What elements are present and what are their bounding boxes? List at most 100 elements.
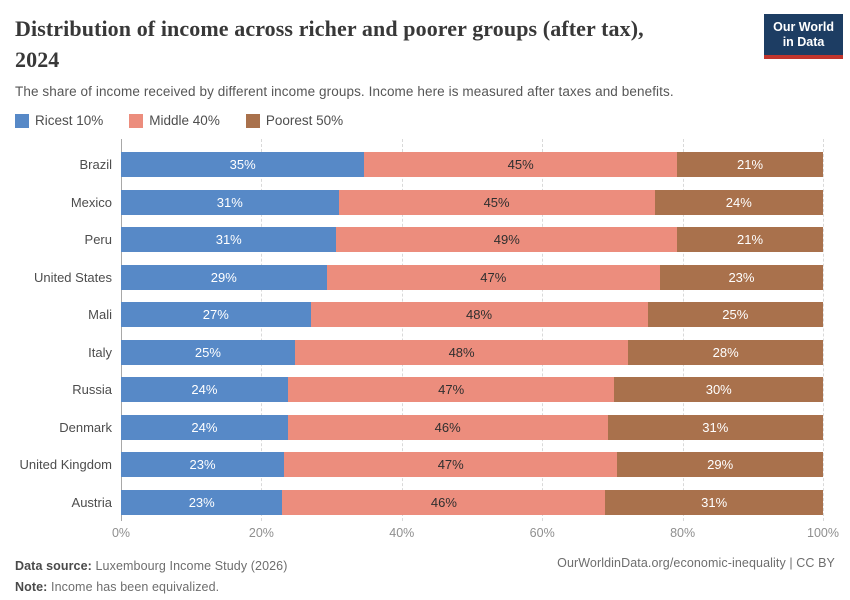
- owid-logo-line-2: in Data: [782, 35, 825, 49]
- bar-segment[interactable]: 35%: [121, 152, 365, 178]
- chart-row: Denmark 24% 46% 31%: [15, 409, 835, 447]
- country-label: United Kingdom: [19, 457, 113, 473]
- data-source-text: Luxembourg Income Study (2026): [95, 559, 288, 573]
- bar-segment[interactable]: 21%: [677, 227, 823, 253]
- x-axis-tick-label: 40%: [389, 526, 415, 540]
- bar-segment[interactable]: 31%: [607, 414, 823, 440]
- bar-segment[interactable]: 23%: [121, 489, 283, 515]
- x-axis-tick-label: 0%: [111, 526, 131, 540]
- gridline: [823, 139, 824, 521]
- bar-segment[interactable]: 47%: [284, 452, 618, 478]
- country-label: United States: [33, 269, 112, 285]
- country-label: Mali: [88, 307, 112, 323]
- bar-segment[interactable]: 46%: [287, 414, 608, 440]
- bar-segment[interactable]: 29%: [617, 452, 823, 478]
- title-block: Distribution of income across richer and…: [15, 13, 674, 99]
- note-label: Note:: [15, 580, 48, 594]
- legend-label: Ricest 10%: [35, 113, 104, 128]
- country-label: Austria: [71, 494, 112, 510]
- bar-segment[interactable]: 21%: [677, 152, 823, 178]
- bar-segment[interactable]: 48%: [310, 302, 648, 328]
- axis-zero-line: [121, 139, 122, 521]
- chart-title-line-1: Distribution of income across richer and…: [15, 16, 644, 41]
- data-source-line: Data source: Luxembourg Income Study (20…: [15, 556, 288, 577]
- bar-segment[interactable]: 23%: [659, 264, 823, 290]
- legend-label: Middle 40%: [149, 113, 220, 128]
- bar-segment[interactable]: 24%: [121, 414, 288, 440]
- bar-segment[interactable]: 31%: [605, 489, 823, 515]
- gridline: [261, 139, 263, 521]
- gridline: [401, 139, 403, 521]
- bar-segment[interactable]: 31%: [121, 227, 337, 253]
- chart-row: Brazil 35% 45% 21%: [15, 146, 835, 184]
- chart-header: Distribution of income across richer and…: [15, 13, 843, 99]
- bar-segment[interactable]: 27%: [121, 302, 311, 328]
- legend-item-2[interactable]: Middle 40%: [129, 113, 220, 128]
- country-label: Peru: [84, 232, 112, 248]
- legend-label: Poorest 50%: [265, 113, 344, 128]
- x-axis: 0% 20% 40% 60% 80% 100%: [112, 521, 839, 543]
- legend-swatch-icon: [245, 113, 260, 128]
- chart-footer: Data source: Luxembourg Income Study (20…: [15, 556, 835, 598]
- country-label: Mexico: [70, 194, 112, 210]
- bar-segment[interactable]: 46%: [282, 489, 606, 515]
- chart-row: Mali 27% 48% 25%: [15, 296, 835, 334]
- country-label: Brazil: [79, 157, 112, 173]
- country-label: Italy: [88, 344, 112, 360]
- chart-row: Austria 23% 46% 31%: [15, 484, 835, 522]
- x-axis-tick-label: 60%: [529, 526, 555, 540]
- bar-segment[interactable]: 24%: [654, 189, 824, 215]
- chart-row: Russia 24% 47% 30%: [15, 371, 835, 409]
- x-axis-tick-label: 20%: [248, 526, 274, 540]
- chart-row: United Kingdom 23% 47% 29%: [15, 446, 835, 484]
- chart-row: Italy 25% 48% 28%: [15, 334, 835, 372]
- bar-segment[interactable]: 30%: [614, 377, 823, 403]
- chart-row: United States 29% 47% 23%: [15, 259, 835, 297]
- bar-segment[interactable]: 47%: [287, 377, 615, 403]
- bar-segment[interactable]: 25%: [121, 339, 295, 365]
- legend-swatch-icon: [129, 113, 144, 128]
- stacked-bar-chart: Brazil 35% 45% 21% Mexico 31% 45% 24% Peru 31% 49%…: [15, 139, 839, 543]
- plot-area: Brazil 35% 45% 21% Mexico 31% 45% 24% Peru 31% 49%…: [15, 139, 835, 521]
- bar-segment[interactable]: 48%: [294, 339, 629, 365]
- footer-citation-link[interactable]: OurWorldinData.org/economic-inequality |…: [557, 556, 835, 570]
- chart-subtitle: The share of income received by differen…: [15, 84, 674, 99]
- country-label: Russia: [72, 382, 112, 398]
- bar-track: 29% 47% 23%: [121, 264, 823, 290]
- bar-track: 24% 47% 30%: [121, 377, 823, 403]
- bar-segment[interactable]: 25%: [647, 302, 823, 328]
- gridline: [682, 139, 684, 521]
- bar-segment[interactable]: 49%: [336, 227, 678, 253]
- legend: Ricest 10% Middle 40% Poorest 50%: [15, 113, 835, 128]
- bar-segment[interactable]: 47%: [326, 264, 660, 290]
- bar-segment[interactable]: 24%: [121, 377, 288, 403]
- footer-left: Data source: Luxembourg Income Study (20…: [15, 556, 288, 598]
- chart-title: Distribution of income across richer and…: [15, 13, 674, 75]
- bar-track: 27% 48% 25%: [121, 302, 823, 328]
- bar-segment[interactable]: 29%: [121, 264, 327, 290]
- bar-segment[interactable]: 23%: [121, 452, 285, 478]
- bar-segment[interactable]: 45%: [364, 152, 678, 178]
- owid-logo[interactable]: Our World in Data: [764, 14, 843, 59]
- bar-segment[interactable]: 45%: [338, 189, 655, 215]
- bar-track: 31% 45% 24%: [121, 189, 824, 215]
- bar-track: 23% 46% 31%: [121, 489, 823, 515]
- x-axis-tick-label: 80%: [670, 526, 696, 540]
- x-axis-tick-label: 100%: [807, 526, 839, 540]
- legend-item-1[interactable]: Ricest 10%: [15, 113, 103, 128]
- bar-segment[interactable]: 31%: [121, 189, 339, 215]
- chart-title-line-2: 2024: [15, 47, 60, 72]
- chart-row: Mexico 31% 45% 24%: [15, 184, 835, 222]
- legend-swatch-icon: [15, 113, 29, 128]
- chart-rows: Brazil 35% 45% 21% Mexico 31% 45% 24% Peru 31% 49%…: [15, 139, 835, 521]
- bar-track: 31% 49% 21%: [121, 227, 823, 253]
- note-line: Note: Income has been equivalized.: [15, 577, 288, 598]
- gridline: [542, 139, 544, 521]
- bar-track: 23% 47% 29%: [121, 452, 823, 478]
- data-source-label: Data source:: [15, 559, 92, 573]
- bar-segment[interactable]: 28%: [628, 339, 823, 365]
- country-label: Denmark: [59, 419, 112, 435]
- legend-item-3[interactable]: Poorest 50%: [245, 113, 344, 128]
- note-text: Income has been equivalized.: [51, 580, 220, 594]
